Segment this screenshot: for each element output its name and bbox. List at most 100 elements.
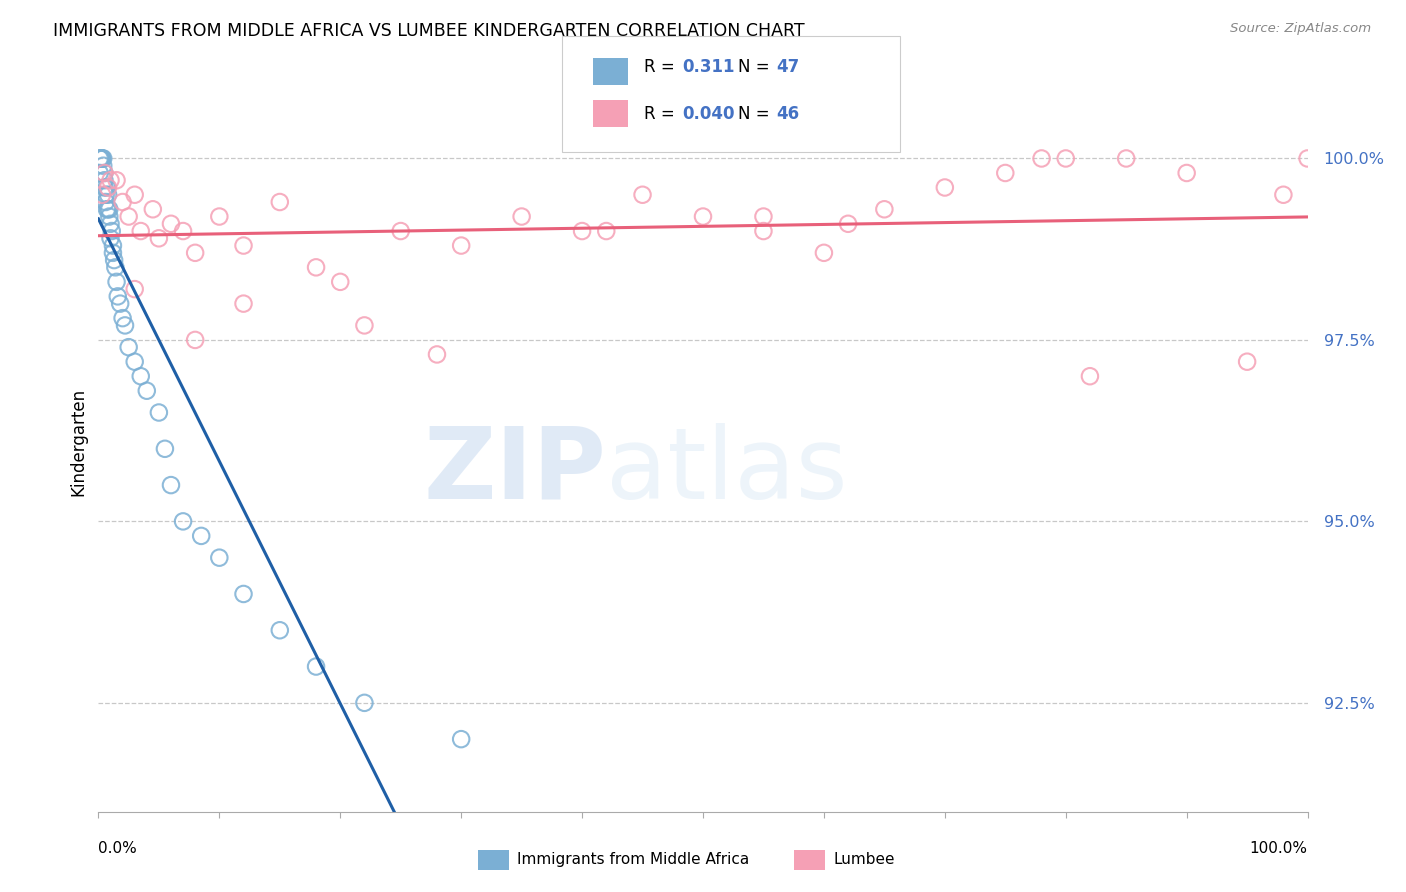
Point <box>124 187 146 202</box>
Point <box>153 442 176 456</box>
Text: Lumbee: Lumbee <box>834 853 896 867</box>
Point <box>93 180 115 194</box>
Point <box>1272 187 1295 202</box>
Text: 0.311: 0.311 <box>682 58 734 76</box>
Point <box>305 659 328 673</box>
Point <box>837 217 859 231</box>
Point <box>104 260 127 275</box>
Text: Immigrants from Middle Africa: Immigrants from Middle Africa <box>517 853 749 867</box>
Point <box>91 159 114 173</box>
Point <box>329 275 352 289</box>
Point <box>111 311 134 326</box>
Point <box>232 587 254 601</box>
Point <box>1296 152 1319 166</box>
Text: N =: N = <box>738 58 775 76</box>
Text: R =: R = <box>644 105 681 123</box>
Point <box>98 210 121 224</box>
Point <box>160 478 183 492</box>
Point <box>232 238 254 252</box>
Point <box>813 245 835 260</box>
Point <box>91 152 114 166</box>
Point <box>100 224 122 238</box>
Point <box>89 166 111 180</box>
Point <box>124 354 146 368</box>
Point <box>103 253 125 268</box>
Text: N =: N = <box>738 105 775 123</box>
Point <box>96 202 118 217</box>
Point <box>595 224 617 238</box>
Point <box>426 347 449 361</box>
Point <box>571 224 593 238</box>
Point <box>118 340 141 354</box>
Point <box>305 260 328 275</box>
Point <box>107 289 129 303</box>
Point <box>752 210 775 224</box>
Point <box>208 210 231 224</box>
Point <box>91 152 114 166</box>
Point <box>105 173 128 187</box>
Text: 47: 47 <box>776 58 800 76</box>
Text: 46: 46 <box>776 105 799 123</box>
Point <box>692 210 714 224</box>
Point <box>450 732 472 747</box>
Point <box>94 194 117 209</box>
Point <box>1236 354 1258 368</box>
Point <box>91 187 114 202</box>
Point <box>101 238 124 252</box>
Point <box>208 550 231 565</box>
Point <box>91 152 114 166</box>
Point <box>1078 369 1101 384</box>
Point <box>873 202 896 217</box>
Point <box>1115 152 1137 166</box>
Point <box>129 369 152 384</box>
Point <box>184 333 207 347</box>
Text: R =: R = <box>644 58 681 76</box>
Point <box>97 202 120 217</box>
Point <box>114 318 136 333</box>
Point <box>108 296 131 310</box>
Point <box>94 187 117 202</box>
Point <box>96 180 118 194</box>
Y-axis label: Kindergarten: Kindergarten <box>69 387 87 496</box>
Point <box>450 238 472 252</box>
Point <box>934 180 956 194</box>
Point <box>93 173 115 187</box>
Text: 100.0%: 100.0% <box>1250 841 1308 856</box>
Point <box>148 231 170 245</box>
Text: Source: ZipAtlas.com: Source: ZipAtlas.com <box>1230 22 1371 36</box>
Point <box>752 224 775 238</box>
Point <box>160 217 183 231</box>
Text: atlas: atlas <box>606 423 848 520</box>
Point <box>269 624 291 638</box>
Point <box>93 166 115 180</box>
Point <box>631 187 654 202</box>
Text: ZIP: ZIP <box>423 423 606 520</box>
Point <box>93 166 115 180</box>
Point <box>129 224 152 238</box>
Point <box>100 217 122 231</box>
Point <box>190 529 212 543</box>
Point <box>100 173 122 187</box>
Point <box>97 187 120 202</box>
Point <box>90 152 112 166</box>
Point <box>172 224 194 238</box>
Point <box>232 296 254 310</box>
Point <box>89 152 111 166</box>
Point <box>118 210 141 224</box>
Point <box>389 224 412 238</box>
Point <box>101 245 124 260</box>
Point <box>510 210 533 224</box>
Point <box>1054 152 1077 166</box>
Point <box>91 152 114 166</box>
Point <box>269 194 291 209</box>
Point <box>148 405 170 419</box>
Text: IMMIGRANTS FROM MIDDLE AFRICA VS LUMBEE KINDERGARTEN CORRELATION CHART: IMMIGRANTS FROM MIDDLE AFRICA VS LUMBEE … <box>53 22 806 40</box>
Point <box>1031 152 1053 166</box>
Point <box>90 152 112 166</box>
Point <box>994 166 1017 180</box>
Point <box>111 194 134 209</box>
Text: 0.0%: 0.0% <box>98 841 138 856</box>
Point <box>172 515 194 529</box>
Point <box>184 245 207 260</box>
Point <box>1175 166 1198 180</box>
